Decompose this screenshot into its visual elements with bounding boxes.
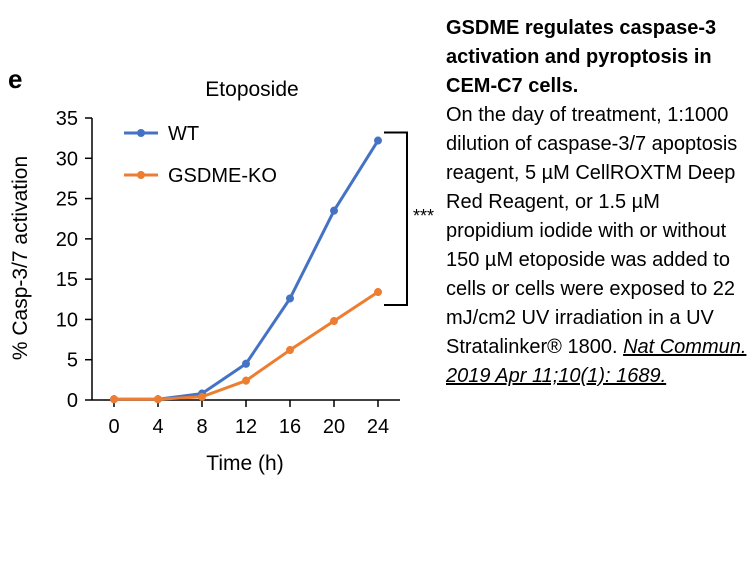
y-tick-label: 35 [56,108,78,130]
panel-label: e [8,64,22,94]
figure-caption: GSDME regulates caspase-3 activation and… [446,14,752,391]
x-tick-label: 16 [279,416,301,438]
data-point [286,346,294,355]
data-point [330,317,338,326]
data-point [154,395,162,404]
data-point [242,376,250,385]
caption-body: On the day of treatment, 1:1000 dilution… [446,101,752,391]
y-tick-label: 15 [56,269,78,291]
y-axis-label: % Casp-3/7 activation [9,156,32,360]
data-point [286,294,294,303]
data-point [198,392,206,401]
x-tick-label: 24 [367,416,389,438]
chart-title: Etoposide [205,78,298,101]
significance-bracket [384,131,408,307]
citation-link[interactable]: Nat Commun. 2019 Apr 11;10(1): 1689. [446,336,747,387]
legend-label: GSDME-KO [168,165,277,187]
x-tick-label: 12 [235,416,257,438]
y-tick-label: 25 [56,189,78,211]
legend-label: WT [168,123,199,145]
line-chart: e Etoposide % Casp-3/7 activation Time (… [8,64,434,475]
x-tick-label: 4 [152,416,163,438]
y-tick-label: 5 [67,350,78,372]
data-point [330,206,338,215]
caption-text: On the day of treatment, 1:1000 dilution… [446,104,738,358]
data-point [374,136,382,145]
y-tick-label: 0 [67,390,78,412]
x-axis-label: Time (h) [206,452,283,475]
x-tick-label: 20 [323,416,345,438]
y-tick-label: 20 [56,229,78,251]
legend-marker [137,129,145,137]
y-tick-label: 10 [56,309,78,331]
x-tick-label: 8 [196,416,207,438]
data-point [110,395,118,404]
data-point [374,288,382,297]
legend-marker [137,171,145,179]
caption-heading: GSDME regulates caspase-3 activation and… [446,17,717,97]
significance-stars: *** [413,206,434,226]
data-point [242,359,250,368]
y-tick-label: 30 [56,148,78,170]
x-tick-label: 0 [108,416,119,438]
